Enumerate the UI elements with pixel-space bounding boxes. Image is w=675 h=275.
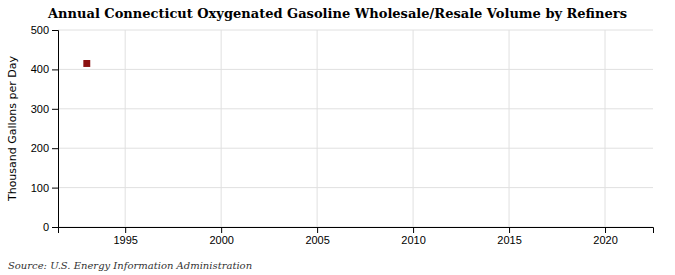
grid-line-y: [58, 30, 653, 31]
y-tick-mark: [52, 30, 58, 31]
y-tick-label: 200: [31, 142, 49, 154]
x-tick-mark: [317, 227, 318, 233]
x-tick-label: 2010: [401, 234, 425, 246]
x-tick-label: 1995: [113, 234, 137, 246]
y-tick-mark: [52, 188, 58, 189]
grid-line-x: [125, 30, 126, 227]
x-tick-mark: [509, 227, 510, 233]
points: [83, 60, 90, 67]
x-tick: 2020: [593, 227, 617, 246]
y-tick-mark: [52, 69, 58, 70]
title: Annual Connecticut Oxygenated Gasoline W…: [47, 6, 627, 21]
y-tick-label: 300: [31, 103, 49, 115]
y-tick: 300: [31, 103, 58, 115]
y-tick-mark: [52, 227, 58, 228]
y-tick: 500: [31, 24, 58, 36]
grid-line-y: [58, 108, 653, 109]
y-tick-label: 0: [43, 221, 49, 233]
grid-line-x: [509, 30, 510, 227]
y-tick-mark: [52, 148, 58, 149]
x-tick: 2005: [305, 227, 329, 246]
grid-line-y: [58, 69, 653, 70]
x-tick: 2015: [497, 227, 521, 246]
x-tick-mark: [413, 227, 414, 233]
x-tick-label: 2020: [593, 234, 617, 246]
y-tick-label: 400: [31, 63, 49, 75]
x-tick-label: 2015: [497, 234, 521, 246]
x-tick-mark: [221, 227, 222, 233]
source-note: Source: U.S. Energy Information Administ…: [8, 260, 252, 271]
y-tick-label: 500: [31, 24, 49, 36]
chart-svg: 1995 2000 2005 2010 2015 2020 0 100 200 300 400 500…: [0, 0, 675, 275]
x-tick-mark: [125, 227, 126, 233]
point: [83, 60, 90, 67]
x-tick: 2010: [401, 227, 425, 246]
y-tick: 400: [31, 63, 58, 75]
x-tick: 1995: [113, 227, 137, 246]
grid-line-x: [605, 30, 606, 227]
grid-line-x: [221, 30, 222, 227]
y-tick: 0: [43, 221, 58, 233]
grid-line-y: [58, 187, 653, 188]
grid-line-x: [413, 30, 414, 227]
grid-line-x: [317, 30, 318, 227]
x-tick-mark: [605, 227, 606, 233]
x-tick-label: 2005: [305, 234, 329, 246]
x-tick: 2000: [209, 227, 233, 246]
x-axis-line: [59, 228, 654, 234]
y-tick-label: 100: [31, 182, 49, 194]
x-axis: 1995 2000 2005 2010 2015 2020: [59, 227, 654, 246]
y-axis-title: Thousand Gallons per Day: [6, 55, 19, 202]
y-axis: 0 100 200 300 400 500: [31, 24, 59, 233]
grid-line-y: [58, 148, 653, 149]
x-tick-label: 2000: [209, 234, 233, 246]
y-tick: 100: [31, 182, 58, 194]
plot-area: 1995 2000 2005 2010 2015 2020 0 100 200 300 400 500: [31, 24, 654, 246]
y-axis-line: [52, 31, 59, 228]
y-tick: 200: [31, 142, 58, 154]
grid: [58, 30, 653, 227]
y-tick-mark: [52, 109, 58, 110]
